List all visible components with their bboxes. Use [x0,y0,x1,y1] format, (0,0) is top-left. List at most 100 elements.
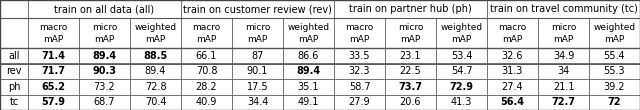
Text: 49.1: 49.1 [298,97,319,107]
Text: 21.1: 21.1 [553,82,574,92]
Bar [0,48,28,63]
Bar [181,18,232,48]
Text: mAP: mAP [248,35,268,44]
Bar [436,18,487,48]
Text: 34.4: 34.4 [247,97,268,107]
Bar [487,79,538,94]
Text: 53.4: 53.4 [451,51,472,61]
Bar [589,18,640,48]
Bar [130,18,181,48]
Bar [283,18,334,48]
Text: 34.9: 34.9 [553,51,574,61]
Text: 70.8: 70.8 [196,66,217,76]
Text: rev: rev [6,66,22,76]
Text: 35.1: 35.1 [298,82,319,92]
Bar [283,79,334,94]
Bar [334,0,487,18]
Bar [589,79,640,94]
Text: 89.4: 89.4 [92,51,116,61]
Text: macro: macro [346,23,374,32]
Text: 55.4: 55.4 [604,51,625,61]
Bar [487,48,538,63]
Bar [181,0,334,18]
Text: 72.7: 72.7 [552,97,575,107]
Text: 40.9: 40.9 [196,97,217,107]
Text: micro: micro [245,23,270,32]
Bar [0,0,28,18]
Text: 27.4: 27.4 [502,82,524,92]
Text: 20.6: 20.6 [400,97,421,107]
Text: weighted: weighted [440,23,483,32]
Text: 39.2: 39.2 [604,82,625,92]
Bar [334,48,385,63]
Text: 17.5: 17.5 [246,82,268,92]
Bar [79,94,130,110]
Bar [589,48,640,63]
Bar [283,48,334,63]
Text: mAP: mAP [349,35,370,44]
Text: 54.7: 54.7 [451,66,472,76]
Bar [385,48,436,63]
Text: 27.9: 27.9 [349,97,371,107]
Text: 41.3: 41.3 [451,97,472,107]
Bar [487,94,538,110]
Bar [334,94,385,110]
Bar [181,94,232,110]
Text: 72.8: 72.8 [145,82,166,92]
Text: 32.6: 32.6 [502,51,524,61]
Text: 71.4: 71.4 [42,51,65,61]
Text: 72.9: 72.9 [449,82,474,92]
Bar [0,94,28,110]
Bar [130,79,181,94]
Bar [538,18,589,48]
Text: 89.4: 89.4 [145,66,166,76]
Text: mAP: mAP [145,35,166,44]
Text: train on customer review (rev): train on customer review (rev) [183,4,332,14]
Text: 32.3: 32.3 [349,66,371,76]
Bar [28,94,79,110]
Bar [28,0,181,18]
Bar [130,94,181,110]
Text: 34: 34 [557,66,570,76]
Text: 90.1: 90.1 [247,66,268,76]
Bar [0,79,28,94]
Bar [538,94,589,110]
Bar [181,79,232,94]
Bar [436,79,487,94]
Text: macro: macro [40,23,68,32]
Text: 68.7: 68.7 [93,97,115,107]
Bar [487,63,538,79]
Text: 72: 72 [608,97,621,107]
Text: 22.5: 22.5 [399,66,421,76]
Bar [487,0,640,18]
Text: 87: 87 [252,51,264,61]
Text: ph: ph [8,82,20,92]
Bar [385,79,436,94]
Bar [130,48,181,63]
Bar [283,63,334,79]
Text: train on travel community (tc): train on travel community (tc) [490,4,637,14]
Text: mAP: mAP [401,35,420,44]
Text: 66.1: 66.1 [196,51,217,61]
Text: all: all [8,51,20,61]
Text: 70.4: 70.4 [145,97,166,107]
Text: mAP: mAP [554,35,573,44]
Text: 71.7: 71.7 [42,66,65,76]
Text: 55.3: 55.3 [604,66,625,76]
Text: 33.5: 33.5 [349,51,371,61]
Bar [334,63,385,79]
Text: 56.4: 56.4 [500,97,525,107]
Text: micro: micro [92,23,117,32]
Text: 86.6: 86.6 [298,51,319,61]
Text: 90.3: 90.3 [93,66,116,76]
Bar [487,18,538,48]
Bar [28,63,79,79]
Bar [181,48,232,63]
Text: macro: macro [193,23,221,32]
Text: mAP: mAP [94,35,115,44]
Bar [28,79,79,94]
Bar [385,18,436,48]
Text: macro: macro [499,23,527,32]
Text: mAP: mAP [44,35,63,44]
Bar [232,63,283,79]
